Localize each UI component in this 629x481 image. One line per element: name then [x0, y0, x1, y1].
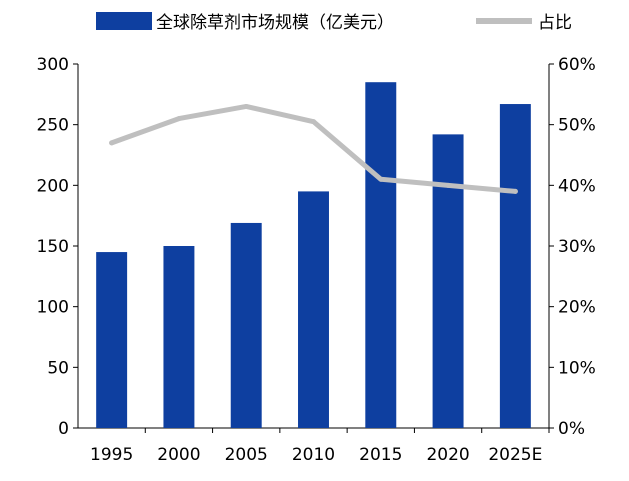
y-right-tick-label: 40% — [558, 176, 596, 196]
bar-1995 — [96, 252, 128, 428]
y-left-tick-label: 300 — [37, 55, 69, 75]
y-left-tick-label: 250 — [37, 116, 69, 136]
y-right-tick-label: 30% — [558, 237, 596, 257]
share-point-2020 — [445, 182, 451, 188]
y-left-tick-label: 100 — [37, 298, 69, 318]
share-point-2010 — [311, 119, 316, 125]
legend: 全球除草剂市场规模（亿美元） 占比 — [96, 12, 572, 33]
share-point-2005 — [243, 103, 249, 109]
y-left-tick-label: 200 — [37, 176, 69, 196]
y-right-tick-label: 50% — [558, 116, 596, 136]
plot-area: 0 50 100 150 200 250 300 0% 10% 20% 30% 40% 50% 60% 19… — [37, 55, 596, 465]
legend-swatch-bars — [96, 12, 152, 30]
bar-2005 — [230, 222, 262, 428]
y-left-tick-label: 0 — [58, 419, 69, 439]
y-right-tick-label: 20% — [558, 298, 596, 318]
bar-2010 — [298, 191, 329, 428]
legend-swatch-line — [476, 18, 532, 24]
legend-label-line: 占比 — [538, 13, 572, 33]
x-tick-label: 2010 — [292, 445, 335, 465]
bar-2000 — [163, 246, 195, 428]
bar-2015 — [365, 82, 397, 428]
bar-2020 — [432, 134, 464, 428]
legend-label-bars: 全球除草剂市场规模（亿美元） — [156, 13, 394, 33]
share-point-2025E — [512, 188, 518, 194]
share-point-2015 — [378, 176, 384, 182]
y-right-tick-label: 60% — [558, 55, 596, 75]
y-left-tick-label: 150 — [37, 237, 69, 257]
x-tick-label: 2015 — [359, 445, 402, 465]
x-tick-label: 2005 — [225, 445, 268, 465]
x-tick-label: 2000 — [157, 445, 200, 465]
y-right-tick-label: 0% — [558, 419, 585, 439]
y-left-tick-label: 50 — [47, 358, 69, 378]
share-point-2000 — [176, 116, 182, 122]
x-tick-label: 1995 — [90, 445, 133, 465]
x-tick-label: 2020 — [426, 445, 469, 465]
x-tick-label: 2025E — [488, 445, 542, 465]
y-right-tick-label: 10% — [558, 358, 596, 378]
bar-2025E — [499, 104, 531, 428]
share-point-1995 — [109, 140, 115, 146]
